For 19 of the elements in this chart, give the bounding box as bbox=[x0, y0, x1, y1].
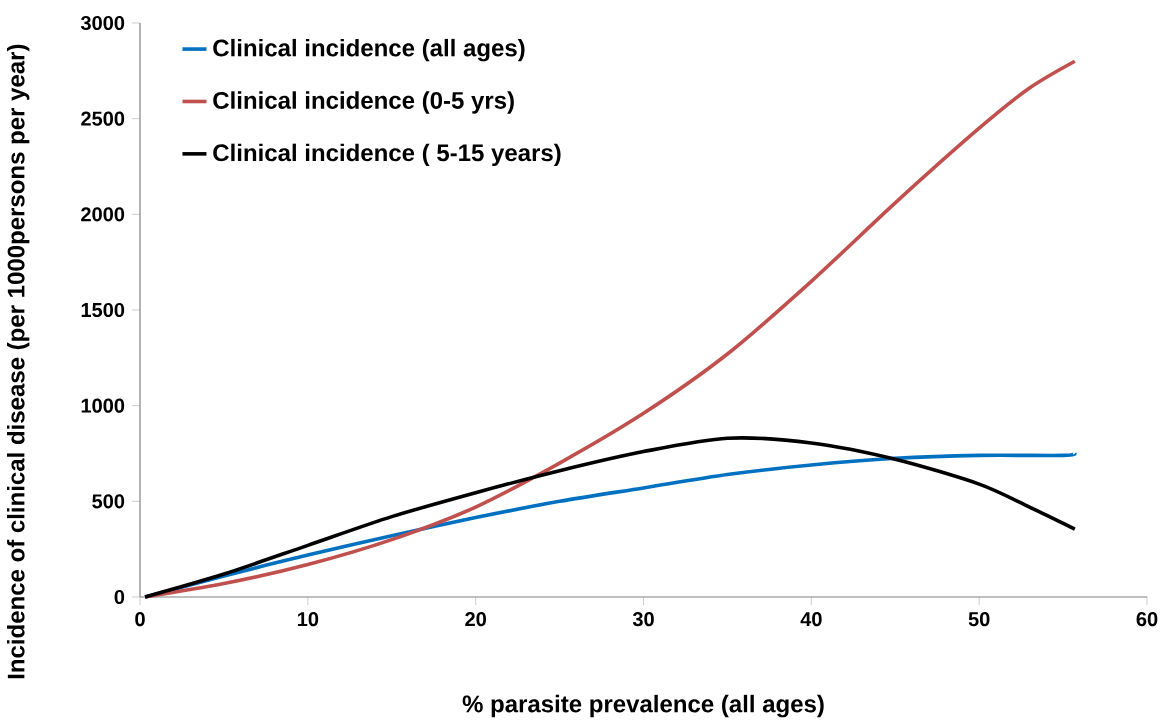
y-axis-title: Incidence of clinical disease (per 1000persons per year) bbox=[6, 44, 30, 679]
x-axis-title: % parasite prevalence (all ages) bbox=[462, 694, 824, 718]
y-tick-label: 500 bbox=[92, 494, 125, 509]
x-tick-label: 60 bbox=[1136, 612, 1158, 627]
x-tick-label: 20 bbox=[465, 612, 486, 627]
x-tick-label: 10 bbox=[297, 612, 319, 627]
y-tick-label: 1500 bbox=[81, 302, 125, 318]
y-tick-label: 2500 bbox=[81, 111, 125, 126]
legend-label: Clinical incidence ( 5-15 years) bbox=[213, 143, 561, 167]
y-tick-label: 1000 bbox=[81, 398, 125, 413]
x-tick-label: 30 bbox=[632, 612, 654, 627]
y-tick-label: 2000 bbox=[81, 207, 125, 222]
legend-label: Clinical incidence (all ages) bbox=[213, 38, 525, 62]
x-tick-label: 50 bbox=[968, 612, 990, 627]
x-tick-label: 40 bbox=[800, 612, 822, 627]
y-tick-label: 0 bbox=[114, 589, 125, 605]
legend-label: Clinical incidence (0-5 yrs) bbox=[213, 91, 514, 114]
y-tick-label: 3000 bbox=[80, 15, 125, 31]
x-tick-label: 0 bbox=[135, 612, 145, 627]
